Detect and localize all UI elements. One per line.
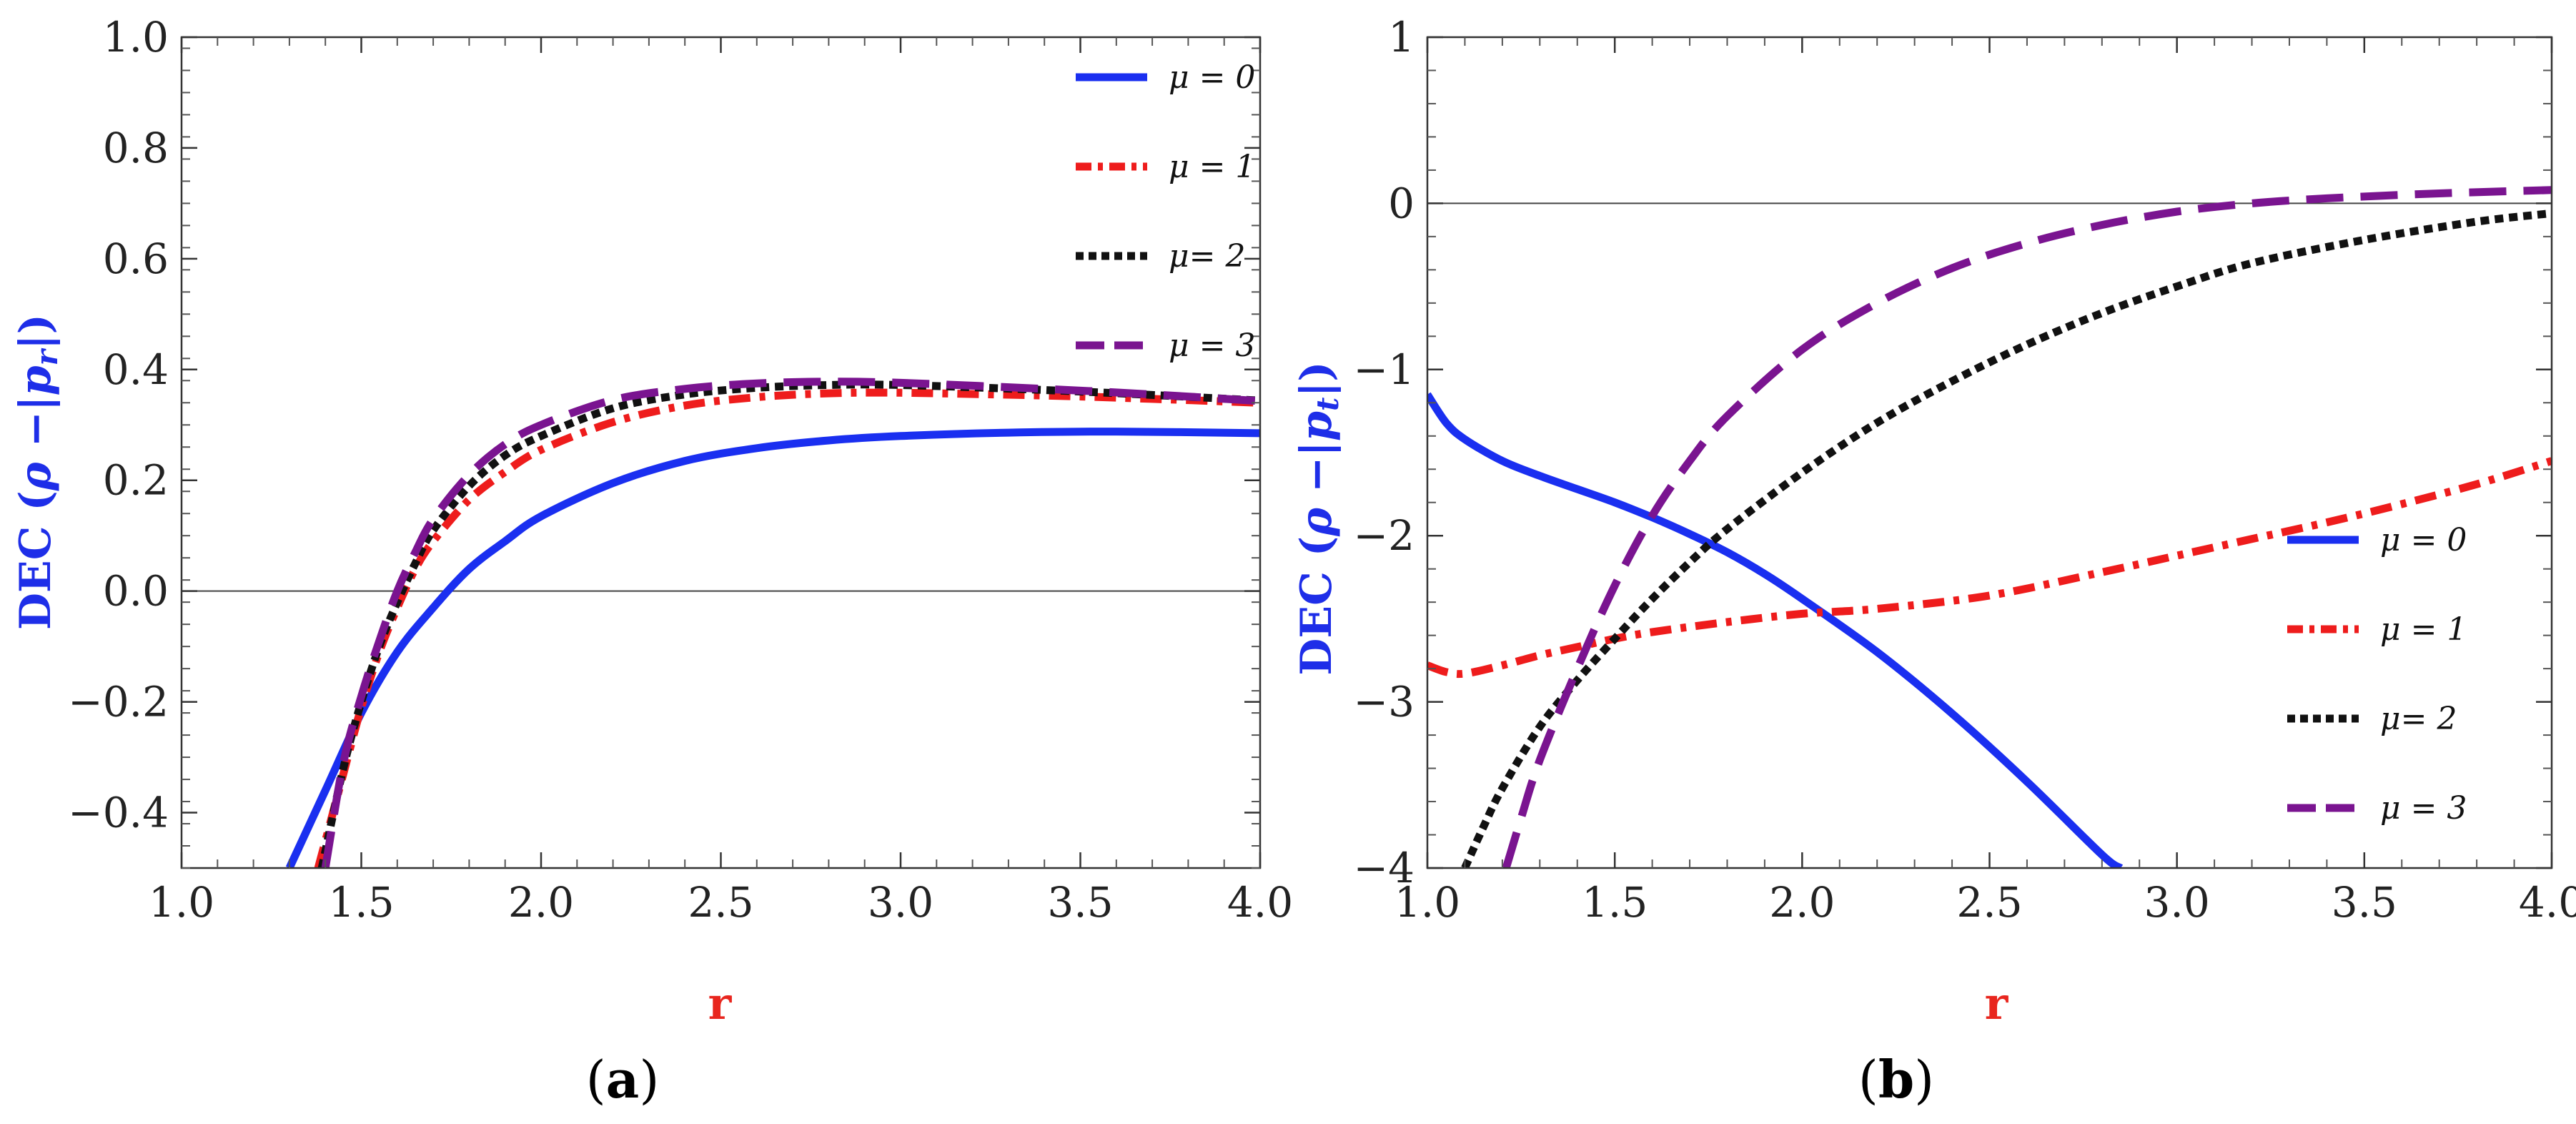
series-line-mu-0	[1427, 392, 2124, 868]
legend: μ = 0 μ = 1 μ= 2 μ = 3	[1076, 59, 1255, 364]
ylabel-p: p	[1292, 411, 1342, 441]
y-tick-label: 0.8	[103, 124, 169, 172]
ylabel-mid: −|	[11, 395, 61, 462]
x-axis-label: r	[708, 977, 733, 1030]
chart-panel-b: 1.0 1.5 2.0 2.5 3.0 3.5 4.0−4−3−2−101 μ = 0μ =…	[1292, 13, 2576, 1110]
x-axis-label: r	[1985, 977, 2009, 1030]
x-tick-label: 4.0	[2519, 878, 2576, 927]
legend: μ = 0 μ = 1 μ= 2 μ = 3	[2287, 522, 2467, 827]
y-tick-label: 0.2	[103, 456, 169, 505]
caption-letter: a	[606, 1049, 640, 1110]
y-tick-label: −2	[1354, 511, 1415, 560]
caption-letter: b	[1878, 1049, 1914, 1110]
tick-group: 1.0 1.5 2.0 2.5 3.0 3.5 4.0 −4 −3 −2 −1 0 1	[1354, 13, 2576, 927]
legend-label: μ= 2	[2380, 701, 2457, 737]
ylabel-subscript: t	[1310, 398, 1345, 411]
y-tick-label: −4	[1354, 844, 1415, 892]
y-axis-label: DEC (ρ −|pr|)	[11, 314, 64, 630]
y-tick-label: 1	[1388, 13, 1415, 61]
x-tick-label: 1.0	[149, 878, 214, 927]
legend-label: μ = 3	[1169, 327, 1255, 364]
series-group	[285, 378, 1260, 868]
x-tick-label: 3.0	[868, 878, 933, 927]
legend-label: μ= 2	[1169, 238, 1245, 275]
x-tick-label: 1.0	[1394, 878, 1460, 927]
y-tick-label: 0.0	[103, 567, 169, 616]
y-tick-label: −3	[1354, 678, 1415, 726]
panel-caption: (a)	[586, 1049, 660, 1110]
legend-label: μ = 3	[2380, 790, 2467, 827]
ylabel-mid: −|	[1292, 441, 1342, 508]
caption-open: (	[1858, 1050, 1878, 1110]
x-tick-label: 4.0	[1227, 878, 1293, 927]
ylabel-subscript: r	[29, 347, 64, 365]
ylabel-p: p	[11, 365, 61, 395]
y-tick-label: 0	[1388, 179, 1415, 227]
x-tick-label: 3.5	[1047, 878, 1113, 927]
legend-label: μ = 0	[1169, 59, 1255, 96]
series-group	[1427, 186, 2552, 868]
y-tick-label: 0.4	[103, 345, 169, 394]
series-line-mu-3	[1502, 186, 2552, 868]
y-tick-label: −0.2	[68, 678, 169, 726]
x-tick-label: 3.5	[2332, 878, 2397, 927]
x-tick-label: 1.5	[1582, 878, 1648, 927]
series-line-mu-2	[1461, 209, 2552, 868]
y-axis-label: DEC (ρ −|pt|)	[1292, 361, 1345, 675]
y-tick-label: −0.4	[68, 789, 169, 837]
y-tick-label: −1	[1354, 345, 1415, 394]
tick-group: 1.0 1.5 2.0 2.5 3.0 3.5 4.0 −0.4 −0.2 0.0 0.2 0.4 0.…	[68, 13, 1293, 927]
series-line-mu-3	[321, 378, 1260, 868]
ylabel-close: |)	[1292, 361, 1342, 397]
x-tick-label: 2.0	[1769, 878, 1835, 927]
caption-open: (	[586, 1050, 606, 1110]
chart-panel-a: 1.0 1.5 2.0 2.5 3.0 3.5 4.0 −0.4 −0.2 0.0 0.2 0.4 0.…	[11, 13, 1293, 1110]
x-tick-label: 2.5	[1956, 878, 2022, 927]
ylabel-lead: DEC (	[1292, 536, 1342, 676]
x-tick-label: 2.0	[508, 878, 574, 927]
caption-close: )	[639, 1050, 659, 1110]
ylabel-rho: ρ	[11, 461, 61, 491]
y-tick-label: 0.6	[103, 235, 169, 283]
series-line-mu-0	[285, 428, 1260, 868]
legend-label: μ = 1	[1169, 149, 1255, 185]
x-tick-label: 3.0	[2144, 878, 2210, 927]
panel-caption: (b)	[1858, 1049, 1935, 1110]
caption-close: )	[1914, 1050, 1934, 1110]
series-line-mu-1	[1427, 457, 2552, 679]
legend-label: μ = 0	[2380, 522, 2467, 558]
ylabel-rho: ρ	[1292, 507, 1342, 537]
y-tick-label: 1.0	[103, 13, 169, 61]
x-tick-label: 2.5	[688, 878, 753, 927]
legend-label: μ = 1	[2380, 611, 2467, 648]
ylabel-close: |)	[11, 314, 61, 350]
ylabel-lead: DEC (	[11, 490, 61, 630]
x-tick-label: 1.5	[328, 878, 394, 927]
